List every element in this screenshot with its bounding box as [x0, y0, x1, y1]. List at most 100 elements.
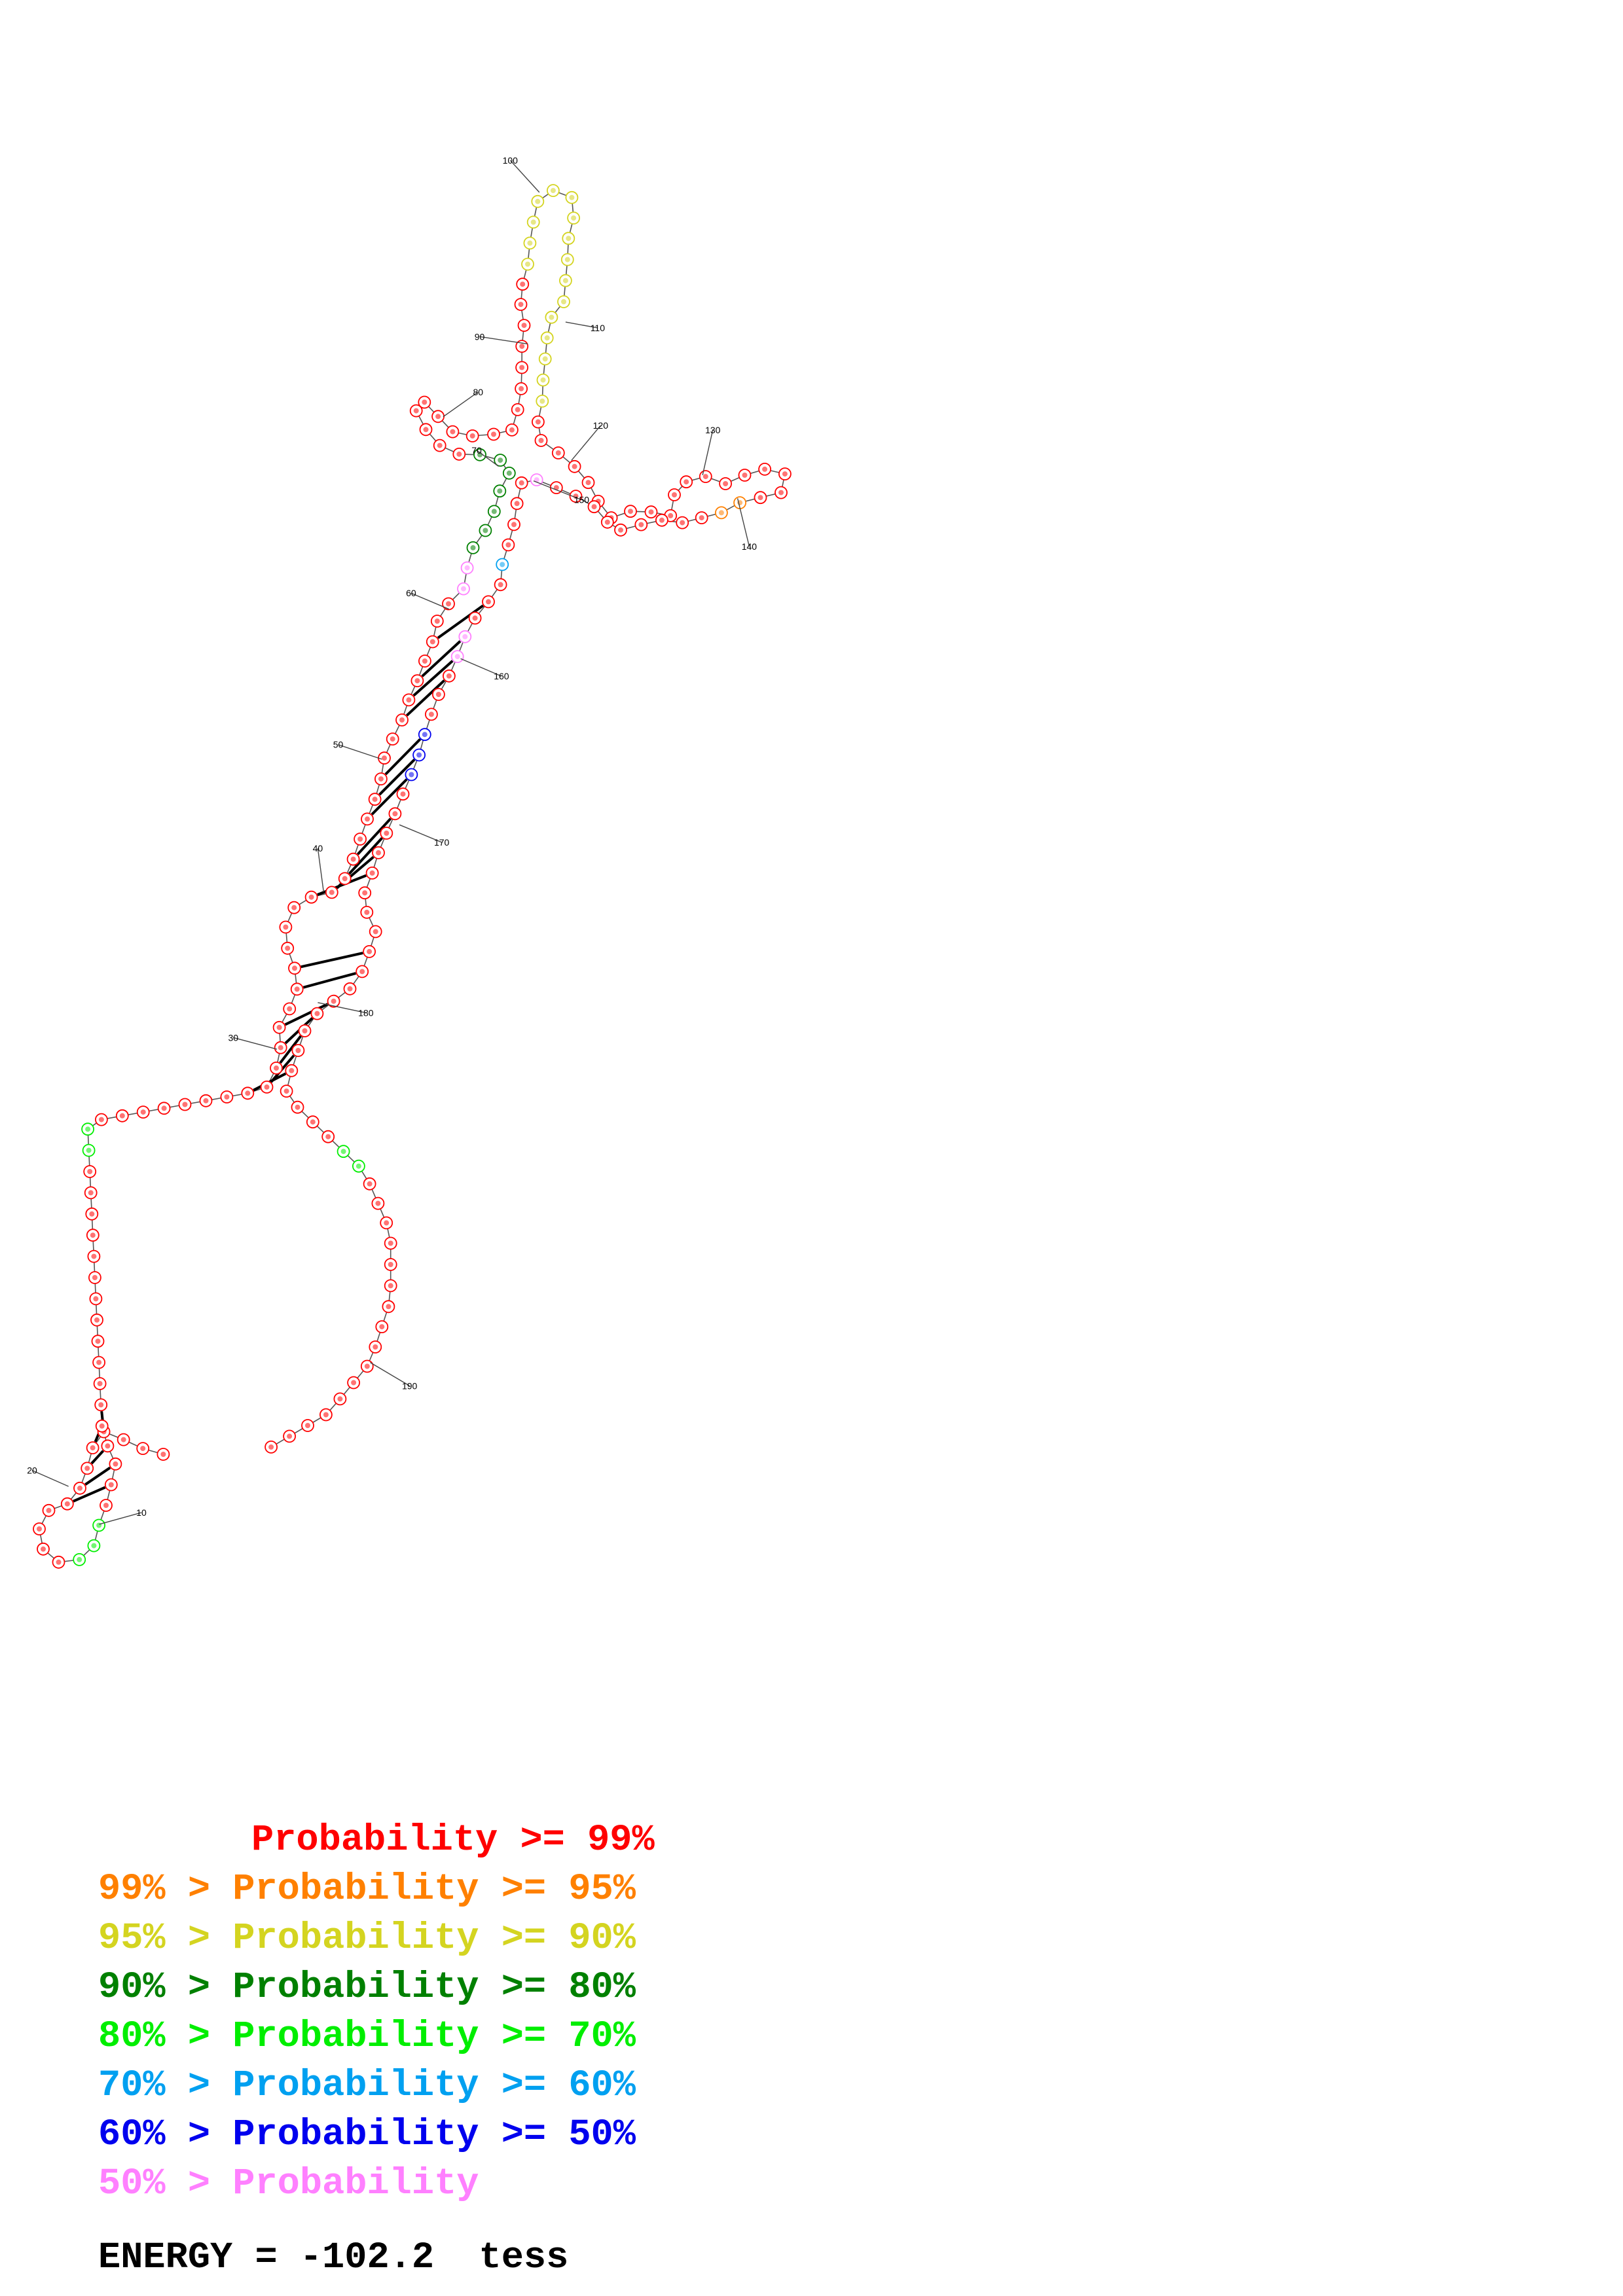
nucleotide-core [538, 438, 544, 443]
nucleotide-core [325, 1134, 331, 1139]
base-pair-bond [73, 1486, 106, 1503]
nucleotide-core [376, 850, 381, 855]
nucleotide-core [454, 654, 460, 660]
position-label: 190 [402, 1380, 418, 1391]
nucleotide-core [390, 736, 395, 742]
position-label: 30 [228, 1032, 238, 1043]
probability-legend: Probability >= 99% 99% > Probability >= 9… [98, 1816, 818, 2209]
base-pair-bond [412, 660, 454, 697]
nucleotide-core [340, 1149, 346, 1155]
nucleotide-core [384, 831, 390, 836]
nucleotide-core [305, 1423, 310, 1428]
nucleotide-core [365, 816, 370, 822]
nucleotide-core [362, 890, 368, 896]
nucleotide-core [520, 281, 526, 287]
base-pair-bonds [73, 604, 484, 1503]
nucleotide-core [388, 1240, 393, 1246]
nucleotide-core [506, 470, 512, 476]
legend-row: 80% > Probability >= 70% [98, 2013, 818, 2062]
position-tick-line [565, 321, 598, 329]
energy-label: ENERGY = -102.2 tess [98, 2237, 569, 2279]
backbone-line [39, 190, 786, 1563]
nucleotide-core [285, 945, 291, 951]
position-tick-line [460, 658, 502, 677]
nucleotide-core [388, 1262, 393, 1267]
nucleotide-core [98, 1402, 104, 1408]
nucleotide-core [422, 732, 428, 738]
nucleotide-core [428, 711, 434, 717]
nucleotide-core [93, 1296, 99, 1302]
nucleotide-core [462, 634, 468, 639]
nucleotide-core [585, 480, 591, 486]
nucleotide-core [422, 658, 428, 664]
nucleotide-core [505, 542, 511, 548]
legend-row-label: Probability >= 90% [232, 1918, 636, 1960]
base-pair-bond [284, 1003, 329, 1026]
nucleotide-core [140, 1446, 146, 1452]
nucleotide-core [98, 1117, 104, 1122]
nucleotide-core [527, 240, 533, 246]
nucleotide-core [535, 419, 541, 425]
nucleotide-core [435, 692, 441, 697]
position-tick-line [99, 1512, 142, 1525]
nucleotide-core [97, 1381, 103, 1386]
nucleotide-core [409, 772, 414, 778]
nucleotide-core [668, 512, 674, 518]
position-ticks: 10 20 30 40 50 60 70 80 90 100 110 120 130 140 150 160 1… [27, 155, 757, 1525]
nucleotide-core [91, 1253, 97, 1259]
base-pair-bond [371, 778, 408, 816]
legend-row-prefix: 80% > [98, 2016, 233, 2058]
position-tick-line [702, 429, 714, 475]
nucleotide-core [446, 601, 451, 607]
nucleotide-core [245, 1090, 251, 1096]
position-tick-line [571, 425, 601, 461]
nucleotide-core [108, 1482, 114, 1488]
position-label: 20 [27, 1465, 37, 1476]
nucleotide-core [276, 1024, 282, 1030]
nucleotide-core [379, 1324, 385, 1330]
nucleotide-core [356, 1163, 361, 1169]
nucleotide-core [369, 870, 375, 876]
legend-row-prefix: 70% > [98, 2065, 233, 2107]
nucleotide-core [382, 755, 387, 761]
nucleotide-core [429, 639, 435, 645]
nucleotide-core [571, 215, 577, 221]
nucleotide-core [561, 299, 566, 304]
nucleotide-core [46, 1507, 52, 1513]
legend-row: 95% > Probability >= 90% [98, 1914, 818, 1964]
position-label: 50 [333, 740, 344, 750]
nucleotide-core [88, 1190, 94, 1196]
nucleotide-core [268, 1444, 274, 1450]
nucleotide-core [91, 1543, 97, 1549]
nucleotide-core [140, 1109, 146, 1115]
nucleotide-core [64, 1501, 70, 1507]
nucleotide-core [295, 1104, 301, 1110]
nucleotide-core [549, 314, 555, 320]
nucleotide-core [292, 965, 297, 971]
nucleotide-core [483, 528, 488, 533]
nucleotide-core [461, 586, 466, 592]
position-tick-line [533, 480, 582, 501]
nucleotide-core [591, 504, 597, 510]
nucleotide-core [314, 1011, 320, 1016]
nucleotide-core [291, 905, 297, 910]
nucleotide-core [413, 408, 419, 414]
legend-row: 90% > Probability >= 80% [98, 1964, 818, 2013]
nucleotide-core [659, 517, 665, 523]
legend-row-label: Probability >= 95% [232, 1869, 636, 1910]
nucleotide-core [182, 1102, 188, 1107]
base-pair-bond [301, 952, 363, 969]
nucleotide-core [491, 509, 497, 514]
nucleotide-core [357, 836, 363, 842]
nucleotide-core [518, 302, 524, 308]
nucleotide-core [331, 998, 337, 1004]
nucleotide-core [762, 466, 768, 472]
nucleotide-core [509, 427, 515, 433]
nucleotide-core [399, 717, 405, 723]
base-pair-bond [437, 604, 484, 639]
position-tick-line [370, 1362, 410, 1387]
nucleotide-core [367, 1181, 373, 1187]
nucleotide-core [535, 198, 541, 204]
nucleotide-core [364, 1363, 370, 1369]
nucleotide-core [511, 522, 517, 528]
